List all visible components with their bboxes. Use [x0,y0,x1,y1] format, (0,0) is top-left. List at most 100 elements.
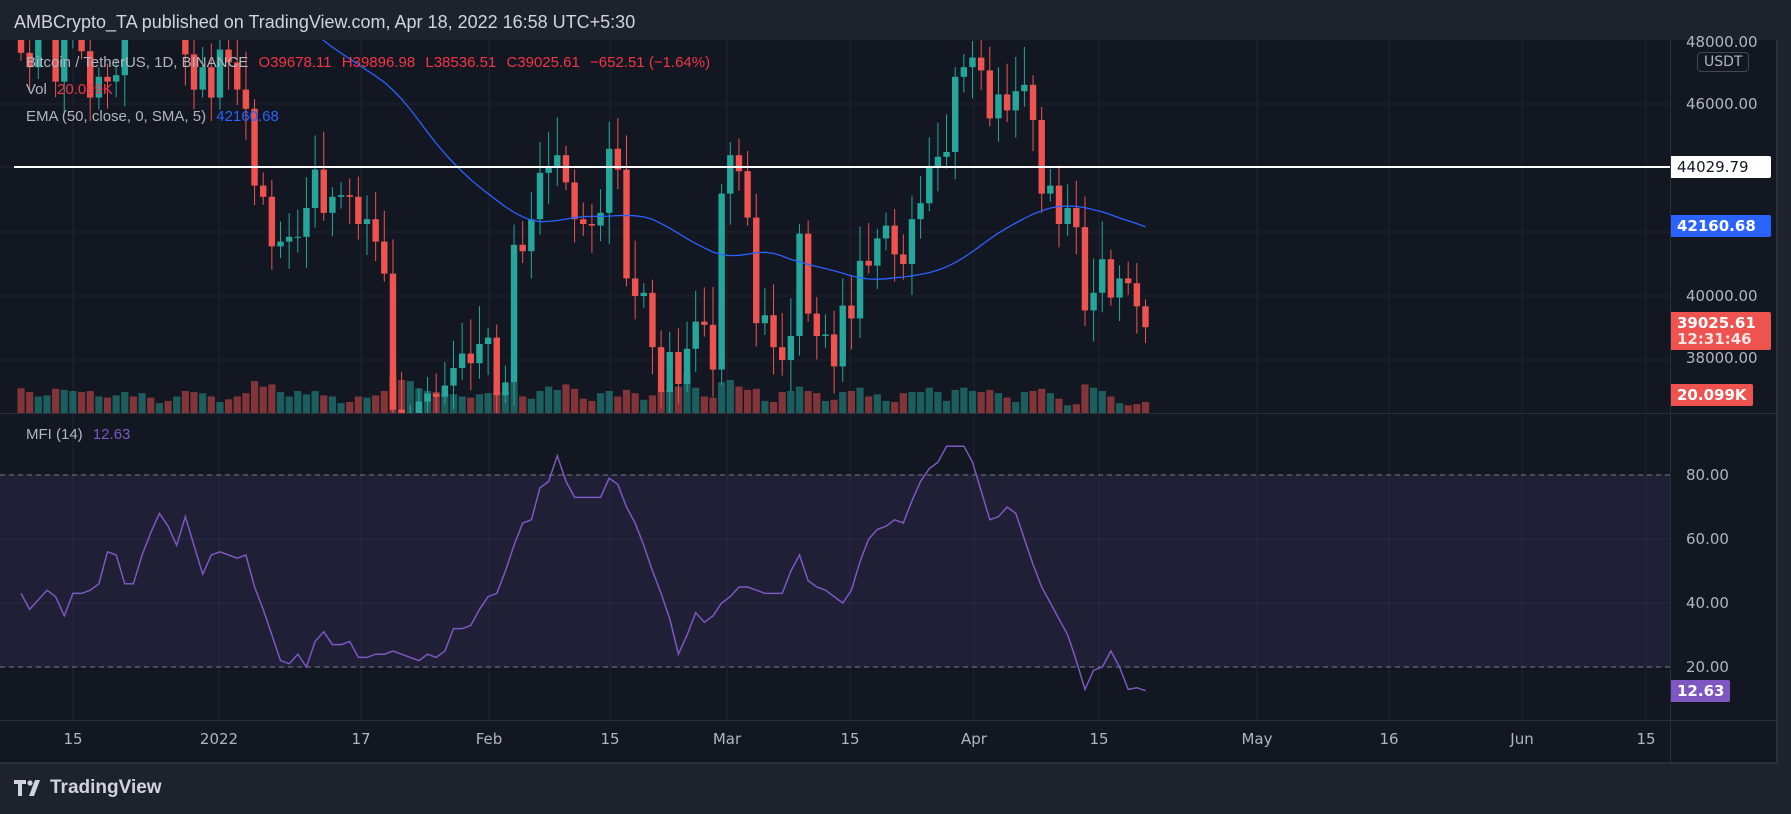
volume-bar [311,391,319,413]
candle [986,70,993,119]
candle [70,11,76,29]
legend-ema-row[interactable]: EMA (50, close, 0, SMA, 5) 42160.68 [26,108,285,125]
volume-bar [571,388,579,413]
volume-bar [648,395,657,413]
candle [190,54,198,90]
time-tick: 2022 [199,730,239,748]
volume-bar [839,392,847,413]
volume-bar [207,396,215,413]
publish-title: AMBCrypto_TA published on TradingView.co… [14,12,636,32]
candle [17,40,25,53]
candle [398,409,405,413]
volume-bar [865,396,873,413]
volume-bar [856,387,864,413]
candle [234,62,241,90]
vol-value: 20.099K [57,81,113,98]
volume-bar [225,399,233,413]
candle [848,305,855,319]
volume-bar [752,388,760,413]
candle [822,334,829,336]
candle [606,148,613,213]
candle [1029,84,1037,120]
candle [372,219,379,242]
legend-symbol-row[interactable]: Bitcoin / TetherUS, 1D, BINANCE O39678.1… [26,54,716,71]
tradingview-logo[interactable]: TradingView [14,777,162,799]
volume-bar [622,389,631,413]
time-tick: 15 [1089,730,1109,748]
volume-bar [553,389,561,413]
candle [882,225,890,239]
candle [865,260,872,266]
brand-name: TradingView [50,777,162,798]
candle [510,244,518,383]
candle [484,337,492,344]
candle [900,254,907,264]
volume-bar [968,391,977,413]
volume-bar [173,396,181,413]
candle [1133,283,1141,307]
volume-bar [700,396,708,413]
volume-bar [129,396,138,413]
volume-bar [121,392,129,413]
candle [311,169,319,208]
volume-bar [458,396,466,413]
candle [87,51,94,98]
time-tick: May [1241,730,1273,748]
ohlc-low: L38536.51 [425,54,497,71]
legend-mfi-row[interactable]: MFI (14) 12.63 [26,426,136,443]
volume-bar [934,392,942,413]
volume-bar [475,394,484,413]
candle [433,393,440,397]
candle [1064,208,1071,224]
volume-bar [69,391,77,413]
volume-bar [744,389,752,413]
candle [562,155,570,183]
volume-bar [596,393,605,413]
volume-bar [1090,387,1098,413]
volume-bar [86,391,94,413]
candle [381,241,388,274]
candle [303,208,310,237]
candle [493,337,500,396]
volume-bar [527,398,535,413]
volume-bar [942,400,951,413]
candles [17,0,1149,454]
symbol-name: Bitcoin / TetherUS, 1D, BINANCE [26,54,249,71]
volume-bar [1098,391,1106,413]
legend-volume-row[interactable]: Vol 20.099K [26,81,119,98]
candle [1021,84,1028,92]
volume-bar [588,400,596,413]
candle [407,414,413,454]
volume-bar [181,391,189,413]
candle [735,155,743,172]
volume-bar [847,391,855,413]
mfi-tick: 60.00 [1686,530,1729,548]
currency-badge[interactable]: USDT [1697,52,1750,72]
candle [692,321,699,349]
mfi-tick: 20.00 [1686,658,1729,676]
candle [1125,278,1132,284]
volume-bar [605,391,613,413]
candle [139,0,145,21]
candle [61,40,68,82]
candle [779,347,786,360]
volume-bar [43,395,51,413]
candle [787,336,795,360]
volume-bar [804,391,812,413]
candle [130,11,136,21]
volume-bar [199,393,207,413]
candle [52,40,59,82]
candle [1142,306,1149,328]
candle [597,212,604,226]
candle [208,67,215,98]
volume-bar [778,392,786,413]
candle [242,89,250,109]
candle [917,203,924,220]
candle [476,344,483,364]
candle [1107,259,1115,298]
candle [424,393,431,402]
vol-label: Vol [26,81,47,98]
candle [588,224,596,226]
candle [337,195,345,197]
